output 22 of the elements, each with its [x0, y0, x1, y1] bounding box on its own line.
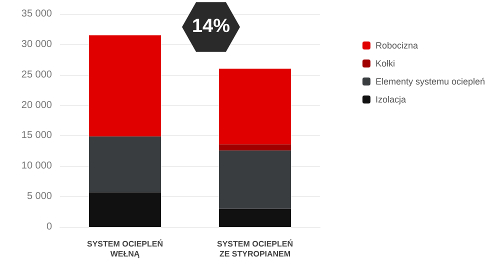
y-tick-label: 25 000 — [21, 69, 52, 80]
legend-label: Elementy systemu ociepleń — [375, 76, 486, 86]
y-tick-label: 15 000 — [21, 130, 52, 142]
bar — [219, 208, 291, 227]
y-tick-label: 10 000 — [21, 160, 52, 172]
x-tick-label: SYSTEM OCIEPLEŃ WEŁNĄ — [86, 238, 164, 258]
legend-label: Kołki — [375, 58, 395, 68]
y-tick-label: 30 000 — [21, 38, 52, 50]
legend-label: Robocizna — [375, 40, 418, 50]
y-tick-label: 5 000 — [26, 191, 52, 202]
x-tick-label: SYSTEM OCIEPLEŃ ZE STYROPIANEM — [216, 238, 294, 258]
bar — [89, 136, 161, 192]
annotation: 14% — [190, 16, 232, 38]
bar — [219, 68, 291, 144]
y-tick-label: 20 000 — [21, 100, 52, 111]
bar — [219, 144, 291, 150]
y-tick-label: 35 000 — [21, 8, 52, 20]
bar — [89, 35, 161, 136]
bar — [219, 150, 291, 209]
y-tick-label: 0 — [46, 222, 52, 232]
bar — [89, 192, 161, 227]
legend-label: Izolacja — [375, 94, 406, 104]
